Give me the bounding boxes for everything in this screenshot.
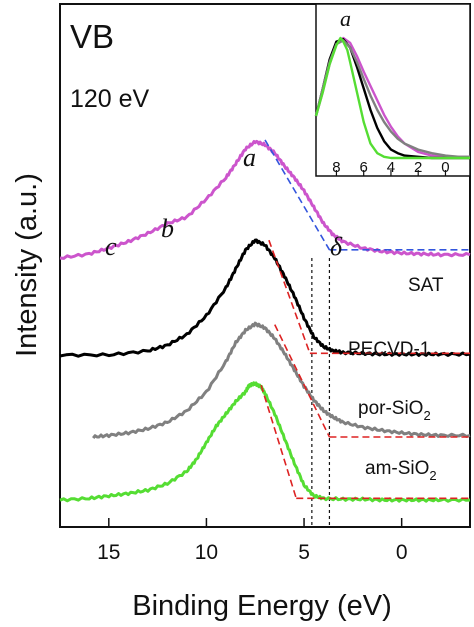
inset-tick-label-3: 2	[414, 159, 422, 176]
peak-label-b: b	[161, 214, 174, 243]
peak-label-delta: δ	[330, 232, 343, 261]
reference-lines	[311, 258, 331, 527]
x-tick-label-2: 5	[298, 541, 310, 564]
peak-label-c: c	[105, 232, 117, 261]
series-label-pecvd1: PECVD-1	[348, 339, 430, 360]
series-label-porsio2: por-SiO2	[358, 398, 431, 423]
inset-series	[314, 36, 470, 160]
peak-label-a: a	[243, 143, 256, 172]
x-tick-label-0: 15	[97, 541, 120, 564]
panel-title: VB	[70, 18, 114, 55]
series-label-amsio2: am-SiO2	[365, 458, 437, 483]
y-axis-title: Intensity (a.u.)	[11, 173, 43, 357]
fit-lines	[260, 139, 470, 500]
inset-frame	[315, 3, 471, 177]
main-x-ticks: 15 10 5 0	[97, 518, 408, 564]
fit-line-por-sio2-4	[274, 324, 331, 438]
x-axis-title: Binding Energy (eV)	[132, 590, 392, 622]
main-plot-frame	[59, 3, 471, 528]
inset-tick-label-1: 6	[360, 159, 368, 176]
inset-tick-label-2: 4	[387, 159, 395, 176]
photon-energy-label: 120 eV	[70, 85, 150, 113]
inset-series-line-am-sio2	[314, 36, 470, 160]
x-tick-label-1: 10	[195, 541, 218, 564]
series-line-am-sio2	[59, 381, 471, 503]
series-line-por-sio2	[92, 321, 471, 440]
series-label-sat: SAT	[408, 275, 444, 296]
main-series	[59, 139, 471, 503]
fit-line-am-sio2-6	[260, 384, 298, 499]
series-line-sat	[59, 139, 471, 260]
x-tick-label-3: 0	[396, 541, 408, 564]
inset-x-ticks: 8 6 4 2 0	[332, 159, 450, 176]
inset-tick-label-0: 8	[332, 159, 340, 176]
inset-peak-label: a	[340, 6, 351, 31]
inset-tick-label-4: 0	[441, 159, 449, 176]
fit-line-pecvd-1-2	[268, 239, 311, 354]
